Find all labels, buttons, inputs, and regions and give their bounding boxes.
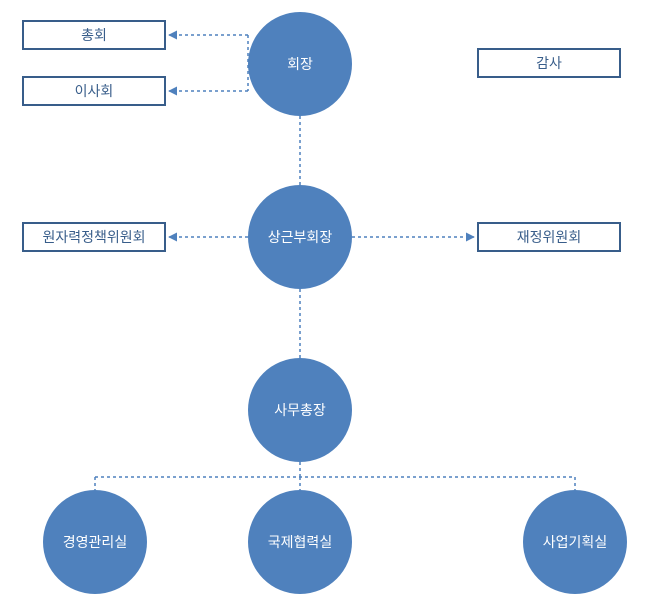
node-management: 경영관리실 [43, 490, 147, 594]
label: 감사 [536, 53, 562, 73]
label: 이사회 [75, 81, 114, 101]
box-finance-committee: 재정위원회 [477, 222, 621, 252]
label: 사무총장 [274, 400, 326, 420]
label: 총회 [81, 25, 107, 45]
label: 사업기획실 [543, 532, 607, 552]
label: 회장 [287, 54, 313, 74]
label: 재정위원회 [517, 227, 581, 247]
node-business-planning: 사업기획실 [523, 490, 627, 594]
box-general-meeting: 총회 [22, 20, 166, 50]
node-international: 국제협력실 [248, 490, 352, 594]
box-board: 이사회 [22, 76, 166, 106]
label: 경영관리실 [63, 532, 127, 552]
box-nuclear-policy: 원자력정책위원회 [22, 222, 166, 252]
node-vice-chairman: 상근부회장 [248, 185, 352, 289]
node-chairman: 회장 [248, 12, 352, 116]
label: 원자력정책위원회 [42, 227, 145, 247]
node-secretary-general: 사무총장 [248, 358, 352, 462]
label: 국제협력실 [268, 532, 332, 552]
label: 상근부회장 [268, 227, 332, 247]
box-audit: 감사 [477, 48, 621, 78]
